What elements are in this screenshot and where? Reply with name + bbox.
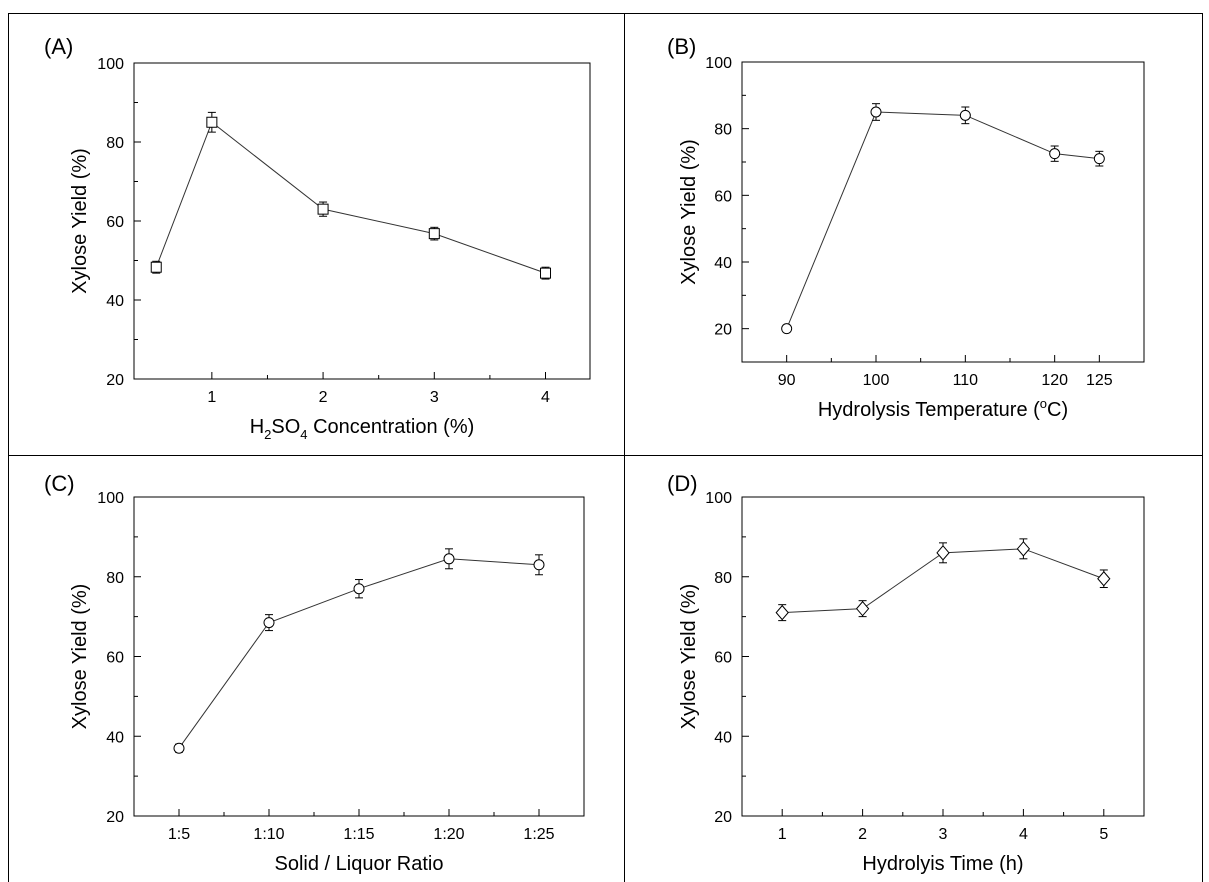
x-axis-label: H2SO4 Concentration (%) <box>250 416 475 442</box>
y-tick-label: 80 <box>106 570 124 587</box>
x-tick-label: 1:15 <box>343 826 374 843</box>
x-tick-label: 3 <box>939 826 948 843</box>
series-line <box>155 121 546 274</box>
panel-label: (A) <box>44 34 73 59</box>
y-tick-label: 40 <box>106 293 124 310</box>
top-border <box>8 13 1203 14</box>
data-point <box>317 203 329 215</box>
y-tick-label: 100 <box>705 55 732 72</box>
x-tick-label: 110 <box>953 372 979 389</box>
x-tick-label: 3 <box>430 389 439 406</box>
x-tick-label: 120 <box>1041 372 1068 389</box>
data-point <box>428 228 440 240</box>
data-point <box>353 583 365 595</box>
panel-c: (C) 20 40 60 80 100 1:5 1:10 1:15 1:20 1:25 Solid /… <box>8 456 624 882</box>
middle-border <box>8 455 1203 456</box>
y-tick-label: 80 <box>714 122 732 139</box>
y-tick-label: 20 <box>106 809 124 826</box>
data-point <box>781 323 793 335</box>
y-tick-label: 40 <box>714 729 732 746</box>
data-point <box>263 617 275 629</box>
x-tick-label: 90 <box>778 372 796 389</box>
data-point <box>150 261 162 273</box>
plot-frame <box>133 62 591 380</box>
y-tick-label: 100 <box>97 56 124 73</box>
data-point <box>173 742 185 754</box>
y-tick-label: 80 <box>106 135 124 152</box>
x-tick-label: 5 <box>1099 826 1108 843</box>
y-tick-label: 60 <box>714 188 732 205</box>
y-tick-label: 20 <box>714 809 732 826</box>
data-point <box>855 600 870 617</box>
y-tick-label: 20 <box>106 372 124 389</box>
y-tick-label: 100 <box>705 490 732 507</box>
chart-b: (B) 20 40 60 80 100 90 100 110 120 125 Hydrolysis T… <box>667 34 1145 421</box>
y-axis-label: Xylose Yield (%) <box>678 139 700 285</box>
x-tick-label: 1:20 <box>433 826 464 843</box>
data-point <box>870 106 882 118</box>
chart-c: (C) 20 40 60 80 100 1:5 1:10 1:15 1:20 1:25 Solid /… <box>44 471 585 875</box>
y-tick-label: 20 <box>714 322 732 339</box>
x-axis-label: Hydrolysis Temperature (oC) <box>818 396 1068 421</box>
left-border <box>8 13 9 882</box>
x-tick-label: 4 <box>541 389 550 406</box>
panel-d: (D) 20 40 60 80 100 1 2 3 4 5 Hydrolyis Time (h) Xyl… <box>625 456 1202 882</box>
panel-a: (A) 20 40 60 80 100 1 2 3 4 H2SO4 Concentration (%… <box>8 14 624 455</box>
plot-frame <box>133 496 585 817</box>
data-point <box>775 604 789 621</box>
chart-a: (A) 20 40 60 80 100 1 2 3 4 H2SO4 Concentration (%… <box>44 34 591 442</box>
x-tick-label: 1 <box>778 826 787 843</box>
x-tick-label: 2 <box>858 826 867 843</box>
panel-label: (B) <box>667 34 696 59</box>
data-point <box>959 109 971 121</box>
panel-b: (B) 20 40 60 80 100 90 100 110 120 125 Hydrolysis T… <box>625 14 1202 455</box>
data-point <box>540 267 552 279</box>
x-tick-label: 2 <box>319 389 328 406</box>
data-point <box>1093 153 1105 165</box>
y-axis-label: Xylose Yield (%) <box>69 584 91 730</box>
x-tick-label: 125 <box>1086 372 1113 389</box>
x-tick-label: 1:10 <box>253 826 284 843</box>
data-point <box>1016 541 1031 557</box>
y-tick-label: 40 <box>714 255 732 272</box>
x-tick-label: 1:25 <box>523 826 554 843</box>
data-point <box>936 545 950 561</box>
data-point <box>206 116 218 128</box>
y-axis-label: Xylose Yield (%) <box>678 584 700 730</box>
y-axis-label: Xylose Yield (%) <box>69 148 91 294</box>
y-tick-label: 100 <box>97 490 124 507</box>
data-point <box>1097 570 1111 587</box>
series-line <box>786 111 1100 329</box>
y-tick-label: 40 <box>106 729 124 746</box>
x-axis-label: Hydrolyis Time (h) <box>862 853 1023 875</box>
data-point <box>443 553 455 565</box>
plot-frame <box>741 61 1145 363</box>
y-tick-label: 60 <box>106 650 124 667</box>
center-divider <box>624 13 625 882</box>
x-tick-label: 100 <box>863 372 890 389</box>
panel-label: (D) <box>667 471 698 496</box>
right-border <box>1202 13 1203 882</box>
x-tick-label: 1:5 <box>168 826 190 843</box>
data-point <box>1049 148 1061 160</box>
y-tick-label: 60 <box>106 214 124 231</box>
y-tick-label: 60 <box>714 650 732 667</box>
panel-label: (C) <box>44 471 75 496</box>
chart-d: (D) 20 40 60 80 100 1 2 3 4 5 Hydrolyis Time (h) Xyl… <box>667 471 1145 875</box>
y-tick-label: 80 <box>714 570 732 587</box>
data-point <box>533 559 545 571</box>
x-tick-label: 1 <box>207 389 216 406</box>
x-tick-label: 4 <box>1019 826 1028 843</box>
x-axis-label: Solid / Liquor Ratio <box>275 853 444 875</box>
